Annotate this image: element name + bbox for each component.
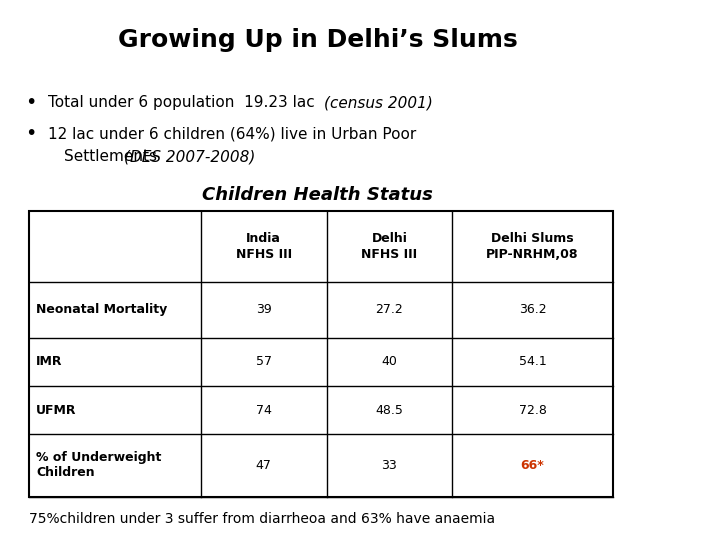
Text: Growing Up in Delhi’s Slums: Growing Up in Delhi’s Slums bbox=[117, 29, 518, 52]
Text: 33: 33 bbox=[382, 459, 397, 472]
Text: 36.2: 36.2 bbox=[518, 303, 546, 316]
Text: •: • bbox=[25, 93, 37, 112]
Text: Neonatal Mortality: Neonatal Mortality bbox=[36, 303, 168, 316]
Text: 47: 47 bbox=[256, 459, 271, 472]
Text: Settlements: Settlements bbox=[63, 149, 161, 164]
Text: Delhi Slums
PIP-NRHM,08: Delhi Slums PIP-NRHM,08 bbox=[486, 232, 579, 261]
Text: Children Health Status: Children Health Status bbox=[202, 186, 433, 205]
Text: % of Underweight
Children: % of Underweight Children bbox=[36, 451, 161, 480]
Text: 75%children under 3 suffer from diarrheoa and 63% have anaemia: 75%children under 3 suffer from diarrheo… bbox=[29, 512, 495, 526]
Text: 74: 74 bbox=[256, 403, 271, 416]
Text: Delhi
NFHS III: Delhi NFHS III bbox=[361, 232, 418, 261]
Text: 12 lac under 6 children (64%) live in Urban Poor: 12 lac under 6 children (64%) live in Ur… bbox=[48, 126, 416, 141]
Text: UFMR: UFMR bbox=[36, 403, 77, 416]
Text: India
NFHS III: India NFHS III bbox=[235, 232, 292, 261]
Text: 72.8: 72.8 bbox=[518, 403, 546, 416]
Bar bbox=[29, 211, 613, 497]
Text: 27.2: 27.2 bbox=[375, 303, 403, 316]
Text: 40: 40 bbox=[382, 355, 397, 368]
Text: MOBILE
CRECHES: MOBILE CRECHES bbox=[662, 476, 701, 496]
Text: 39: 39 bbox=[256, 303, 271, 316]
Text: 54.1: 54.1 bbox=[518, 355, 546, 368]
Text: •: • bbox=[25, 124, 37, 144]
Text: (census 2001): (census 2001) bbox=[324, 95, 433, 110]
Text: 48.5: 48.5 bbox=[375, 403, 403, 416]
Text: (DES 2007-2008): (DES 2007-2008) bbox=[124, 149, 255, 164]
Text: Total under 6 population  19.23 lac: Total under 6 population 19.23 lac bbox=[48, 95, 319, 110]
Text: 66*: 66* bbox=[521, 459, 544, 472]
Text: 57: 57 bbox=[256, 355, 271, 368]
Text: IMR: IMR bbox=[36, 355, 63, 368]
